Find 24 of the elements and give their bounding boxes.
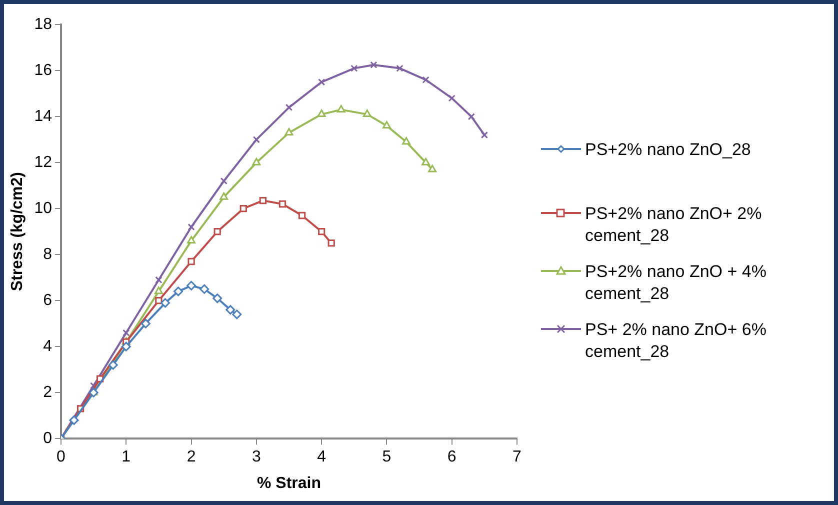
y-tick-label: 12 <box>34 154 52 172</box>
x-axis-title: % Strain <box>256 474 322 492</box>
x-tick-label: 6 <box>447 448 456 466</box>
y-tick-label: 16 <box>34 62 52 80</box>
x-tick-label: 5 <box>382 448 392 466</box>
y-tick-label: 10 <box>34 200 52 218</box>
y-tick-label: 4 <box>43 338 52 356</box>
y-tick-label: 8 <box>43 246 52 264</box>
legend-label: PS+2% nano ZnO_28 <box>585 139 751 161</box>
x-tick-label: 3 <box>252 448 261 466</box>
x-tick-label: 7 <box>512 448 522 466</box>
y-tick-label: 2 <box>43 384 52 402</box>
legend-label: PS+ 2% nano ZnO+ 6% cement_28 <box>585 319 768 363</box>
legend-label: PS+2% nano ZnO + 4% cement_28 <box>585 261 768 305</box>
y-tick-label: 18 <box>34 16 52 34</box>
y-tick-label: 14 <box>34 108 52 126</box>
y-tick-label: 0 <box>43 430 52 448</box>
x-tick-label: 1 <box>122 448 131 466</box>
y-axis-title: Stress (kg/cm2) <box>9 172 26 292</box>
x-tick-label: 0 <box>56 448 66 466</box>
x-tick-label: 2 <box>186 448 196 466</box>
y-tick-label: 6 <box>43 292 52 310</box>
x-tick-label: 4 <box>317 448 326 466</box>
legend-label: PS+2% nano ZnO+ 2% cement_28 <box>585 203 763 247</box>
